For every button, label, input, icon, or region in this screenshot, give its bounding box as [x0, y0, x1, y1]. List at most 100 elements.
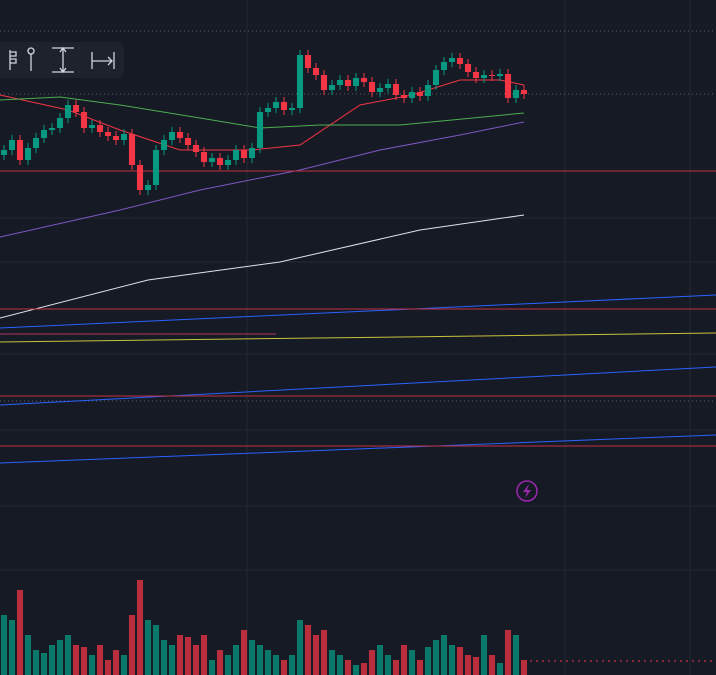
candle-body — [232, 150, 240, 160]
candle-body — [488, 75, 496, 76]
candle-body — [184, 138, 192, 145]
volume-bar — [280, 660, 288, 675]
candle-body — [256, 112, 264, 148]
volume-bar — [480, 635, 488, 675]
volume-bar — [24, 635, 32, 675]
volume-bar — [208, 660, 216, 675]
candle-body — [208, 158, 216, 162]
candle-body — [48, 128, 56, 130]
volume-bar — [56, 640, 64, 675]
candle-body — [80, 112, 88, 128]
candle-body — [424, 85, 432, 96]
volume-bar — [104, 660, 112, 675]
candle-body — [328, 85, 336, 90]
candle-body — [360, 78, 368, 82]
candle-body — [224, 160, 232, 165]
candle-body — [192, 145, 200, 152]
candle-body — [336, 80, 344, 85]
candle-body — [320, 75, 328, 90]
tool-icon[interactable] — [91, 52, 115, 69]
indicator-line — [0, 121, 525, 238]
volume-bar — [48, 645, 56, 675]
candle-body — [96, 125, 104, 132]
volume-bar — [448, 645, 456, 675]
candle-body — [40, 130, 48, 138]
candle-body — [240, 150, 248, 158]
volume-bar — [320, 630, 328, 675]
candle-body — [0, 150, 8, 155]
volume-bar — [88, 655, 96, 675]
volume-bar — [520, 660, 528, 675]
volume-bar — [40, 653, 48, 675]
volume-bar — [264, 650, 272, 675]
volume-bar — [240, 630, 248, 675]
candle-body — [440, 62, 448, 70]
candle-body — [56, 118, 64, 128]
alert-icon[interactable] — [516, 480, 538, 502]
volume-bar — [512, 635, 520, 675]
volume-bar — [192, 645, 200, 675]
candle-body — [216, 158, 224, 165]
candle-body — [160, 140, 168, 150]
tool-icon[interactable] — [9, 50, 17, 70]
volume-bar — [432, 640, 440, 675]
candle-body — [376, 88, 384, 92]
volume-bar — [72, 645, 80, 675]
candle-body — [24, 148, 32, 160]
tool-icon[interactable] — [52, 46, 74, 74]
toolbar[interactable] — [0, 42, 124, 78]
volume-bar — [128, 615, 136, 675]
volume-bar — [472, 657, 480, 675]
candle-body — [248, 148, 256, 158]
volume-bar — [32, 650, 40, 675]
candle-body — [136, 165, 144, 190]
candle-body — [72, 105, 80, 112]
volume-bar — [80, 647, 88, 675]
candle-body — [456, 58, 464, 64]
alert-ring — [516, 480, 538, 502]
candle-body — [512, 90, 520, 98]
volume-bar — [400, 645, 408, 675]
volume-bar — [368, 650, 376, 675]
candle-body — [288, 108, 296, 110]
candle-body — [344, 80, 352, 86]
candle-body — [448, 58, 456, 62]
candle-body — [432, 70, 440, 85]
candle-body — [272, 102, 280, 108]
volume-bar — [96, 645, 104, 675]
candle-body — [128, 134, 136, 165]
candle-body — [368, 82, 376, 92]
volume-bar — [216, 650, 224, 675]
volume-bar — [152, 625, 160, 675]
volume-bar — [360, 663, 368, 675]
volume-bar — [384, 655, 392, 675]
candle-body — [312, 68, 320, 75]
candle-body — [408, 92, 416, 98]
volume-bar — [416, 660, 424, 675]
volume-bar — [488, 655, 496, 675]
candle-body — [520, 90, 528, 94]
volume-bar — [256, 645, 264, 675]
volume-bar — [440, 635, 448, 675]
candle-body — [352, 78, 360, 86]
volume-bar — [408, 650, 416, 675]
volume-bar — [160, 640, 168, 675]
volume-bar — [120, 655, 128, 675]
candle-body — [384, 84, 392, 88]
candle-body — [464, 64, 472, 72]
tool-icon[interactable] — [27, 47, 35, 71]
candle-body — [304, 55, 312, 68]
candle-body — [176, 132, 184, 138]
volume-bar — [392, 660, 400, 675]
volume-bar — [232, 645, 240, 675]
volume-bar — [312, 635, 320, 675]
indicator-line — [0, 332, 716, 343]
volume-bar — [296, 620, 304, 675]
volume-bar — [328, 650, 336, 675]
volume-bar — [64, 635, 72, 675]
candle-body — [280, 102, 288, 110]
candle-body — [112, 136, 120, 140]
plot — [0, 50, 716, 675]
